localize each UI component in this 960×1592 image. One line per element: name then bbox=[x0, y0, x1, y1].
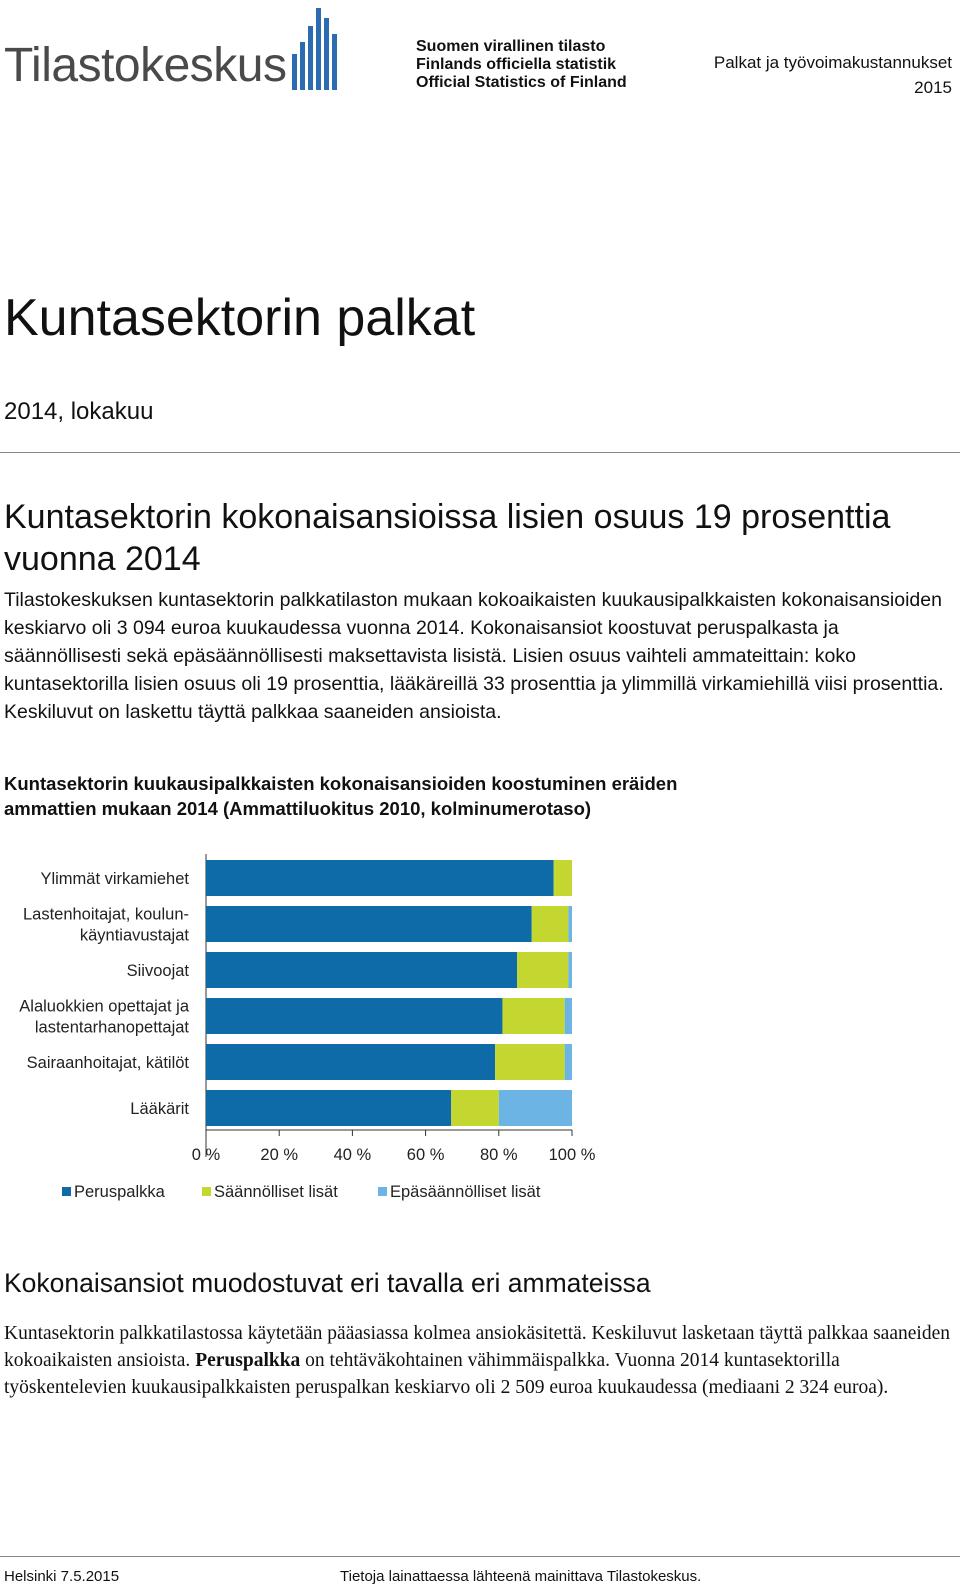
bar-segment bbox=[206, 1090, 452, 1126]
bar-segment bbox=[498, 1090, 572, 1126]
bar-segment bbox=[206, 952, 518, 988]
paragraph-text: on tehtäväkohtainen vähimmäispalkka. Vuo… bbox=[4, 1350, 889, 1398]
chart-title: Kuntasektorin kuukausipalkkaisten kokona… bbox=[4, 773, 678, 819]
bar-segment bbox=[206, 906, 532, 942]
legend-label: Säännölliset lisät bbox=[214, 1183, 338, 1201]
page-title: Kuntasektorin palkat bbox=[4, 289, 476, 347]
bar-segment bbox=[206, 998, 503, 1034]
official-statistics-label: Suomen virallinen tilasto Finlands offic… bbox=[416, 38, 627, 92]
category-label: Alaluokkien opettajat ja bbox=[19, 998, 190, 1016]
legend-swatch bbox=[62, 1187, 71, 1196]
x-tick-label: 40 % bbox=[334, 1146, 372, 1164]
category-label: lastentarhanopettajat bbox=[35, 1019, 190, 1037]
legend-label: Epäsäännölliset lisät bbox=[390, 1183, 541, 1201]
publication-period: 2014, lokakuu bbox=[4, 398, 154, 425]
bar-segment bbox=[206, 860, 554, 896]
divider bbox=[0, 452, 960, 453]
bar-segment bbox=[495, 1044, 565, 1080]
bar-segment bbox=[564, 1044, 572, 1080]
category-label: Ylimmät virkamiehet bbox=[40, 870, 189, 888]
bar-segment bbox=[553, 860, 572, 896]
legend-swatch bbox=[378, 1187, 387, 1196]
x-tick-label: 20 % bbox=[260, 1146, 298, 1164]
lead-paragraph: Tilastokeskuksen kuntasektorin palkkatil… bbox=[4, 589, 944, 723]
term-peruspalkka: Peruspalkka bbox=[195, 1350, 301, 1371]
bar-segment bbox=[451, 1090, 499, 1126]
x-tick-label: 80 % bbox=[480, 1146, 518, 1164]
x-tick-label: 100 % bbox=[549, 1146, 596, 1164]
official-line-sv: Finlands officiella statistik bbox=[416, 56, 617, 73]
section2-heading: Kokonaisansiot muodostuvat eri tavalla e… bbox=[4, 1268, 651, 1298]
category-label: Sairaanhoitajat, kätilöt bbox=[27, 1054, 190, 1072]
logo-wordmark: Tilastokeskus bbox=[4, 39, 287, 92]
paragraph-text: Kuntasektorin palkkatilastossa käytetään… bbox=[4, 1323, 950, 1371]
series-name: Palkat ja työvoimakustannukset bbox=[713, 53, 952, 72]
bar-segment bbox=[564, 998, 572, 1034]
category-label: Siivoojat bbox=[127, 962, 190, 980]
stacked-bar-chart: Ylimmät virkamiehet Lastenhoitajat, koulu… bbox=[19, 854, 596, 1201]
bar-segment bbox=[568, 906, 572, 942]
bar-segment bbox=[531, 906, 569, 942]
bar-segment bbox=[517, 952, 569, 988]
series-year: 2015 bbox=[914, 78, 952, 97]
legend-swatch bbox=[202, 1187, 211, 1196]
section2-paragraph: Kuntasektorin palkkatilastossa käytetään… bbox=[4, 1320, 954, 1401]
category-label: Lääkärit bbox=[130, 1100, 189, 1118]
section-heading: Kuntasektorin kokonaisansioissa lisien o… bbox=[4, 498, 891, 578]
official-line-en: Official Statistics of Finland bbox=[416, 74, 627, 91]
x-tick-label: 60 % bbox=[407, 1146, 445, 1164]
category-label: käyntiavustajat bbox=[80, 927, 190, 945]
legend-label: Peruspalkka bbox=[74, 1183, 166, 1201]
official-line-fi: Suomen virallinen tilasto bbox=[416, 38, 606, 55]
logo-bars-icon bbox=[292, 8, 337, 90]
footer-citation: Tietoja lainattaessa lähteenä mainittava… bbox=[340, 1568, 702, 1585]
header-series-info: Palkat ja työvoimakustannukset 2015 bbox=[714, 50, 952, 100]
footer-date: Helsinki 7.5.2015 bbox=[4, 1568, 120, 1585]
x-tick-label: 0 % bbox=[192, 1146, 221, 1164]
category-label: Lastenhoitajat, koulun- bbox=[23, 906, 189, 924]
bar-segment bbox=[206, 1044, 496, 1080]
footer-divider bbox=[0, 1556, 960, 1557]
bar-segment bbox=[502, 998, 565, 1034]
bar-segment bbox=[568, 952, 572, 988]
